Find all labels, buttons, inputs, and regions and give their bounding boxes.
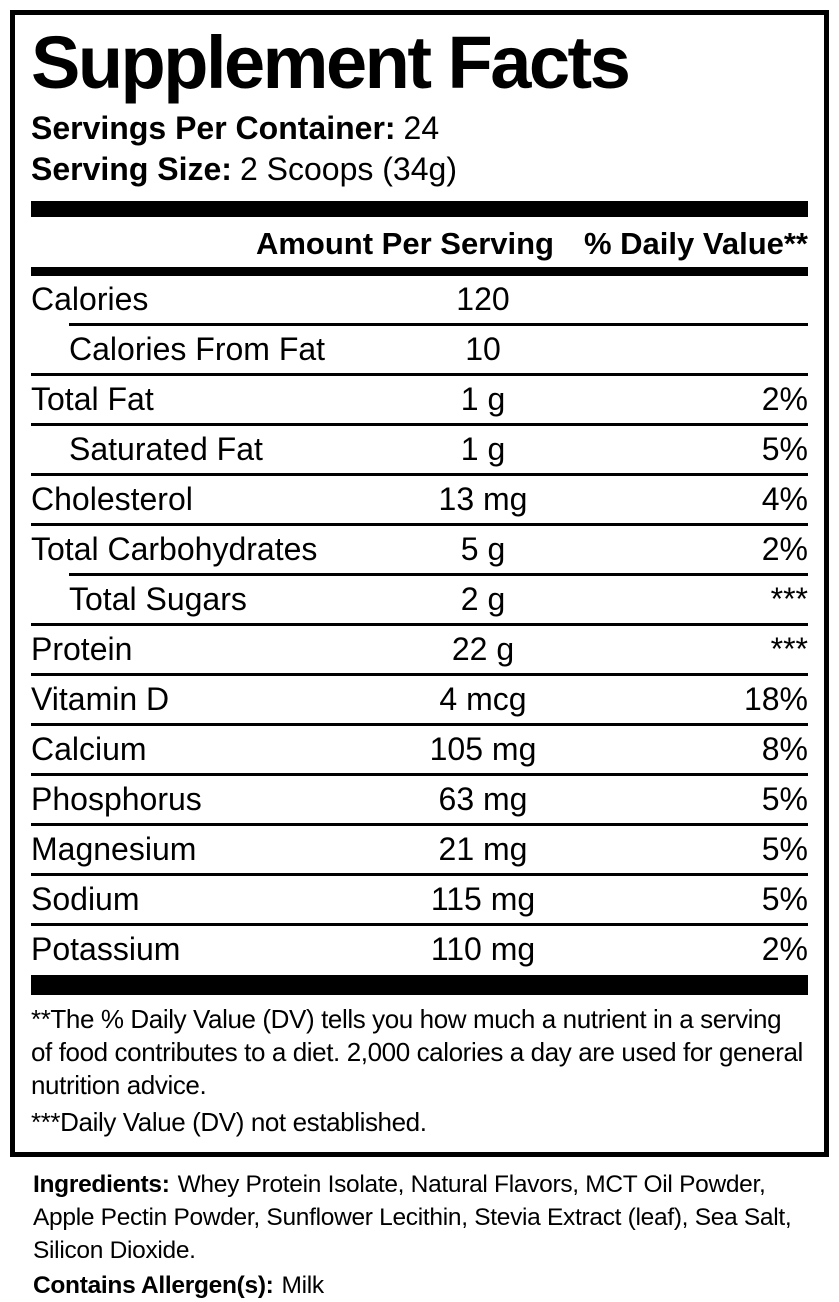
row-total-fat: Total Fat 1 g 2% [31, 376, 808, 423]
nutrient-name: Calories From Fat [69, 331, 326, 368]
allergen-line: Contains Allergen(s): Milk [33, 1270, 825, 1302]
nutrient-daily-value: 5% [761, 781, 808, 818]
nutrient-amount: 5 g [460, 531, 506, 568]
nutrient-name: Saturated Fat [69, 431, 263, 468]
daily-value-footnote: **The % Daily Value (DV) tells you how m… [31, 1004, 803, 1100]
row-magnesium: Magnesium 21 mg 5% [31, 826, 808, 873]
nutrient-amount: 110 mg [430, 931, 536, 968]
nutrient-amount: 13 mg [438, 481, 528, 518]
row-divider [69, 573, 808, 577]
table-column-headers: Amount Per Serving % Daily Value** [31, 217, 808, 267]
nutrient-amount: 63 mg [438, 781, 528, 818]
servings-per-container-label: Servings Per Container: [31, 110, 396, 147]
nutrient-name: Sodium [31, 881, 140, 918]
row-protein: Protein 22 g *** [31, 626, 808, 673]
nutrient-amount: 1 g [460, 381, 506, 418]
servings-per-container: Servings Per Container: 24 [31, 108, 808, 148]
row-phosphorus: Phosphorus 63 mg 5% [31, 776, 808, 823]
ingredients-section: Ingredients: Whey Protein Isolate, Natura… [33, 1169, 825, 1302]
row-total-sugars: Total Sugars 2 g *** [31, 576, 808, 623]
row-divider [31, 773, 808, 777]
row-divider [31, 723, 808, 727]
nutrient-daily-value: 2% [761, 931, 808, 968]
nutrient-daily-value: 4% [761, 481, 808, 518]
ingredients-line: Ingredients: Whey Protein Isolate, Natura… [33, 1169, 825, 1267]
nutrient-amount: 105 mg [429, 731, 537, 768]
nutrient-daily-value: 2% [761, 531, 808, 568]
row-calcium: Calcium 105 mg 8% [31, 726, 808, 773]
row-potassium: Potassium 110 mg 2% [31, 926, 808, 973]
nutrient-daily-value: 5% [761, 881, 808, 918]
nutrient-daily-value: 5% [761, 831, 808, 868]
row-divider [31, 623, 808, 627]
servings-per-container-value: 24 [403, 110, 440, 147]
row-divider [31, 373, 808, 377]
row-total-carbohydrates: Total Carbohydrates 5 g 2% [31, 526, 808, 573]
allergen-label: Contains Allergen(s): [33, 1271, 274, 1299]
nutrient-name: Phosphorus [31, 781, 202, 818]
amount-per-serving-header: Amount Per Serving [255, 226, 554, 262]
nutrient-daily-value: 2% [761, 381, 808, 418]
nutrient-amount: 115 mg [430, 881, 536, 918]
nutrient-amount: 10 [465, 331, 501, 368]
row-saturated-fat: Saturated Fat 1 g 5% [31, 426, 808, 473]
daily-value-header: % Daily Value** [583, 226, 808, 262]
row-divider [31, 473, 808, 477]
row-divider [31, 673, 808, 677]
row-calories-from-fat: Calories From Fat 10 [31, 326, 808, 373]
nutrient-name: Magnesium [31, 831, 197, 868]
serving-size-label: Serving Size: [31, 150, 232, 187]
row-cholesterol: Cholesterol 13 mg 4% [31, 476, 808, 523]
header-underline-bar [31, 267, 808, 277]
nutrient-name: Protein [31, 631, 133, 668]
not-established-footnote: ***Daily Value (DV) not established. [31, 1107, 427, 1138]
row-sodium: Sodium 115 mg 5% [31, 876, 808, 923]
row-divider [31, 823, 808, 827]
row-divider [31, 423, 808, 427]
nutrient-amount: 4 mcg [439, 681, 527, 718]
nutrient-name: Cholesterol [31, 481, 193, 518]
nutrient-daily-value: 5% [761, 431, 808, 468]
nutrient-amount: 22 g [451, 631, 515, 668]
nutrient-daily-value: 8% [761, 731, 808, 768]
row-divider [31, 873, 808, 877]
nutrient-name: Calories [31, 281, 149, 318]
nutrient-name: Total Fat [31, 381, 154, 418]
row-divider [69, 323, 808, 327]
nutrient-daily-value: 18% [743, 681, 808, 718]
row-calories: Calories 120 [31, 276, 808, 323]
nutrient-daily-value: *** [770, 631, 808, 668]
nutrient-amount: 21 mg [438, 831, 528, 868]
allergen-value: Milk [281, 1271, 325, 1299]
row-divider [31, 523, 808, 527]
nutrient-name: Total Sugars [69, 581, 247, 618]
ingredients-label: Ingredients: [33, 1171, 170, 1199]
ingredients-text: Whey Protein Isolate, Natural Flavors, M… [33, 1171, 792, 1264]
nutrient-name: Potassium [31, 931, 181, 968]
row-divider [31, 923, 808, 927]
separator-bar-top [31, 201, 808, 218]
supplement-facts-panel: Supplement Facts Servings Per Container:… [10, 10, 829, 1158]
row-vitamin-d: Vitamin D 4 mcg 18% [31, 676, 808, 723]
nutrient-name: Vitamin D [31, 681, 170, 718]
separator-bar-bottom [31, 975, 808, 996]
nutrient-name: Calcium [31, 731, 147, 768]
nutrient-name: Total Carbohydrates [31, 531, 318, 568]
nutrient-amount: 120 [456, 281, 510, 318]
nutrient-daily-value: *** [770, 581, 808, 618]
nutrient-amount: 2 g [460, 581, 506, 618]
serving-size-value: 2 Scoops (34g) [239, 150, 457, 187]
panel-title: Supplement Facts [31, 21, 631, 104]
nutrient-amount: 1 g [460, 431, 506, 468]
footnotes: **The % Daily Value (DV) tells you how m… [31, 995, 808, 1139]
serving-size: Serving Size: 2 Scoops (34g) [31, 149, 808, 189]
